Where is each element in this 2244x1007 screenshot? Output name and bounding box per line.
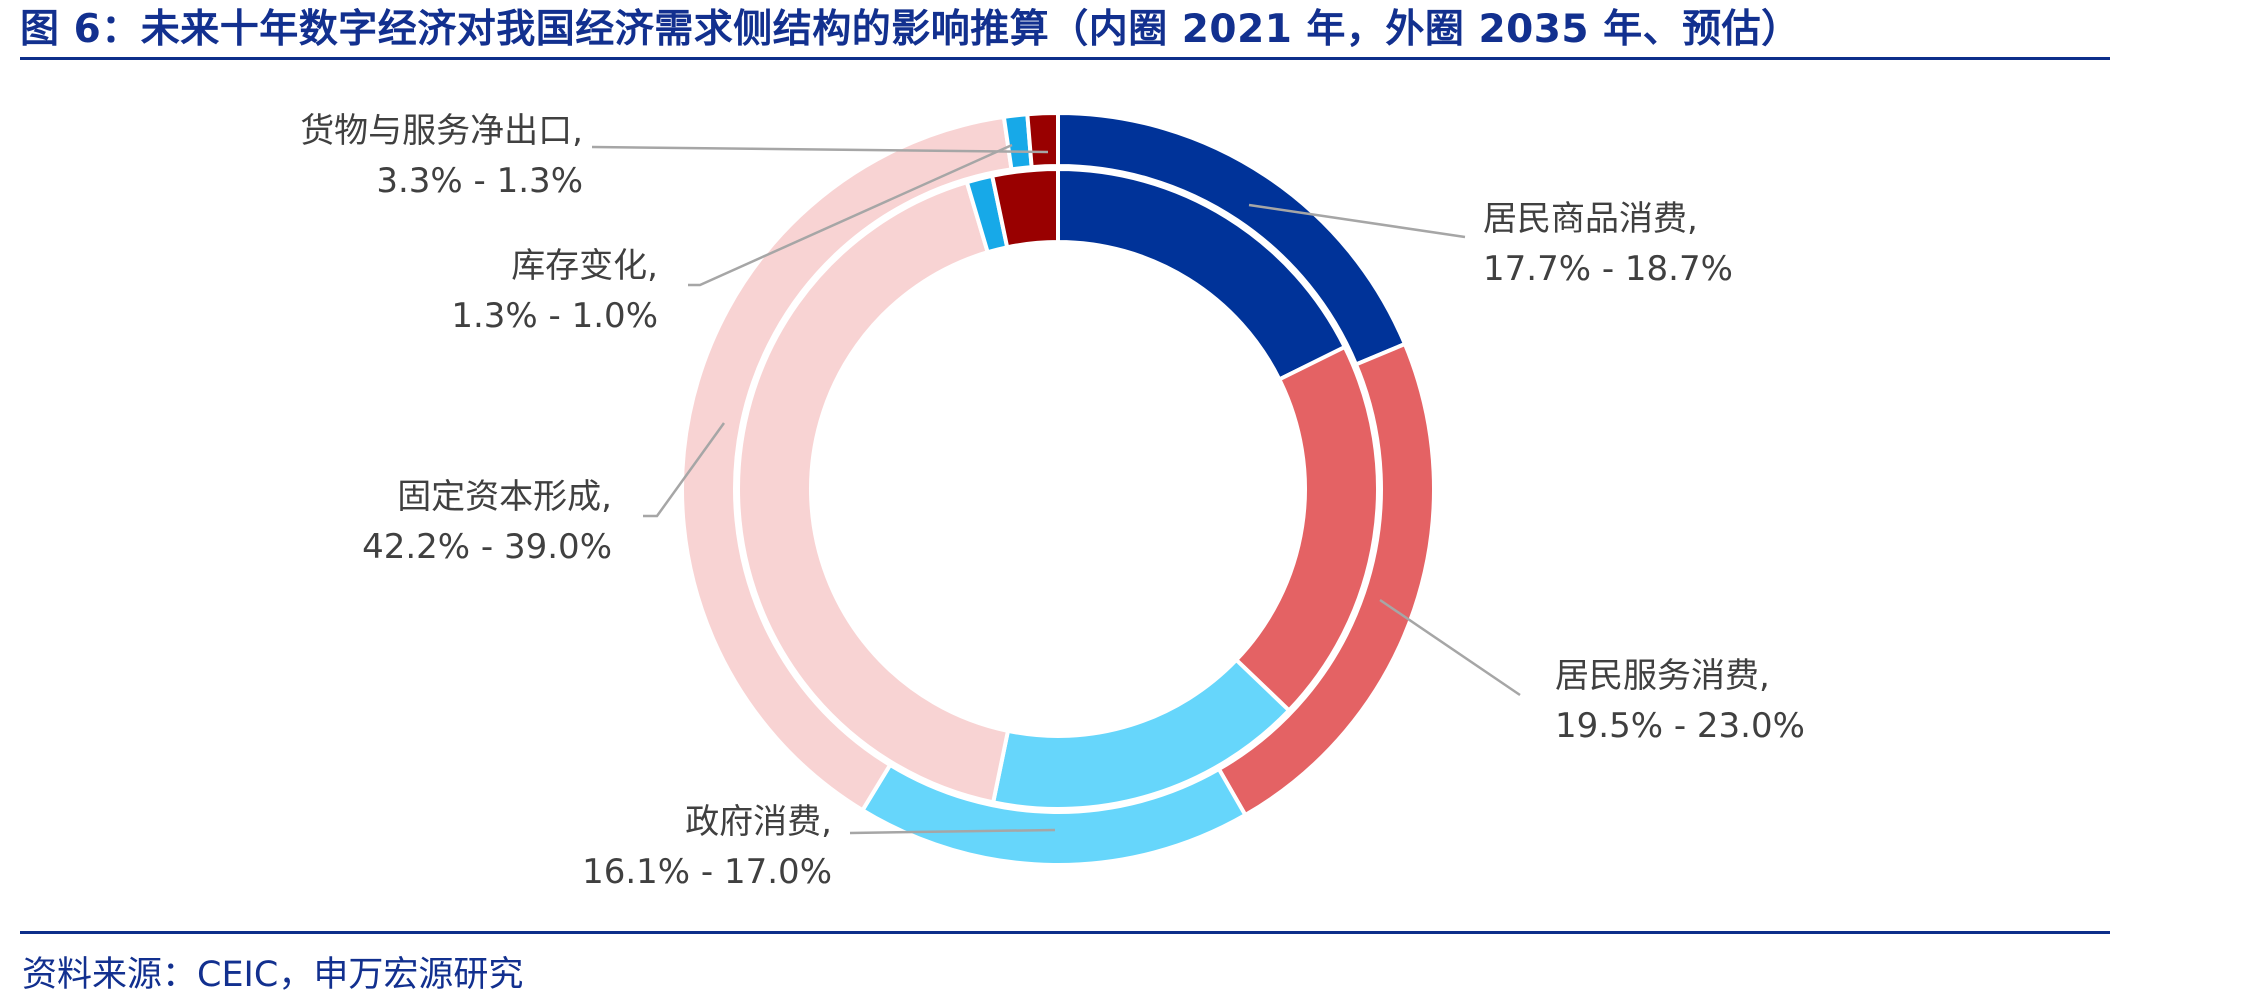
- source-note: 资料来源：CEIC，申万宏源研究: [22, 955, 524, 995]
- chart-labels: 居民商品消费, 17.7% - 18.7% 居民服务消费, 19.5% - 23.0%…: [300, 111, 1805, 892]
- inner-ring-slice-5: [990, 167, 1060, 250]
- leader-line-0: [1248, 203, 1466, 239]
- title-divider: [20, 57, 2110, 60]
- inner-ring-slice-3: [736, 180, 1010, 805]
- leader-line-4: [688, 143, 1013, 287]
- source-divider: [20, 931, 2110, 934]
- data-label-2-line1: 政府消费,: [685, 802, 832, 842]
- chart-leader-lines: [591, 143, 1521, 835]
- leader-line-2: [849, 828, 1056, 835]
- leader-line-5: [591, 145, 1049, 154]
- data-label-0-line1: 居民商品消费,: [1483, 199, 1698, 239]
- data-label-2-line2: 16.1% - 17.0%: [582, 852, 832, 892]
- page-title: 图 6：未来十年数字经济对我国经济需求侧结构的影响推算（内圈 2021 年，外圈…: [20, 7, 1801, 52]
- data-label-0-line2: 17.7% - 18.7%: [1483, 249, 1733, 289]
- data-label-4-line2: 1.3% - 1.0%: [451, 296, 658, 336]
- data-label-3-line1: 固定资本形成,: [397, 477, 612, 517]
- data-label-5-line1: 货物与服务净出口,: [300, 111, 583, 151]
- data-label-3-line2: 42.2% - 39.0%: [362, 527, 612, 567]
- data-label-1-line2: 19.5% - 23.0%: [1555, 706, 1805, 746]
- outer-ring-slice-3: [680, 114, 1014, 813]
- data-label-1-line1: 居民服务消费,: [1555, 656, 1770, 696]
- data-label-4-line1: 库存变化,: [511, 246, 658, 286]
- leader-line-3: [643, 422, 726, 518]
- leader-line-1: [1379, 598, 1521, 697]
- chart-rings: [680, 110, 1436, 867]
- donut-chart: 居民商品消费, 17.7% - 18.7% 居民服务消费, 19.5% - 23.0%…: [300, 110, 1805, 892]
- outer-ring-slice-5: [1025, 110, 1060, 170]
- data-label-5-line2: 3.3% - 1.3%: [376, 161, 583, 201]
